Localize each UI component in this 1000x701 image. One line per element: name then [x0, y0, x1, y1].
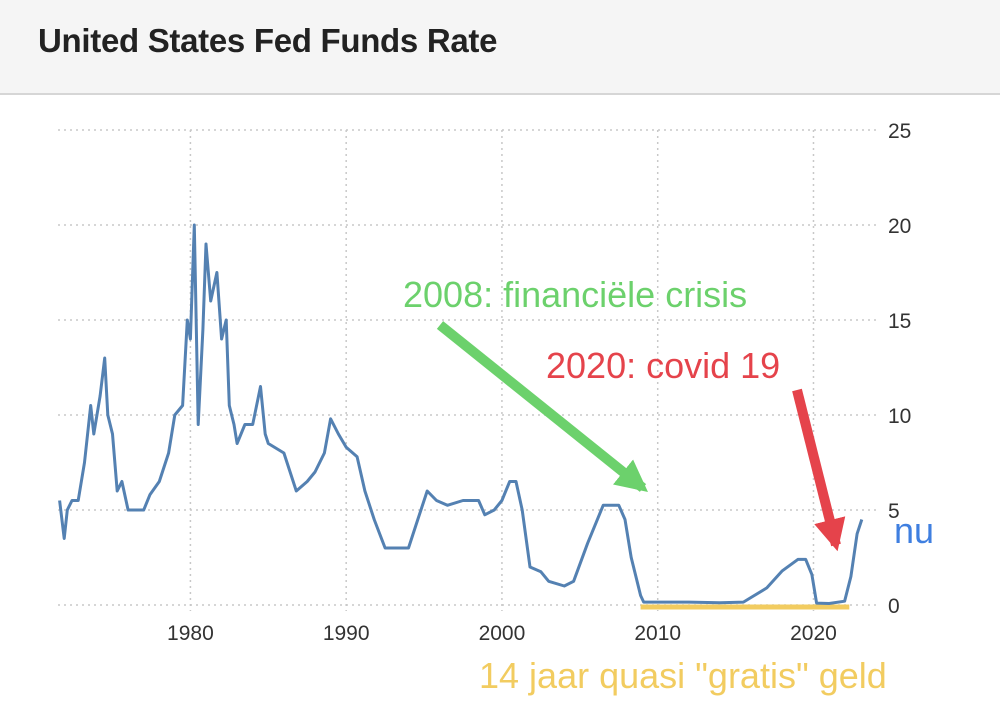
crisis-annotation: 2008: financiële crisis	[403, 274, 747, 315]
series-line-fed-funds-rate	[58, 223, 864, 605]
y-tick-label: 20	[888, 215, 911, 238]
y-axis-ticks: 0 5 10 15 20 25	[888, 120, 911, 618]
x-tick-label: 2020	[790, 622, 837, 645]
free-money-annotation: 14 jaar quasi "gratis" geld	[479, 655, 887, 696]
x-tick-label: 1990	[323, 622, 370, 645]
x-tick-label: 2010	[634, 622, 681, 645]
chart-title: United States Fed Funds Rate	[38, 22, 498, 59]
crisis-arrow	[436, 321, 648, 493]
covid-arrow	[792, 388, 846, 552]
x-tick-label: 1980	[167, 622, 214, 645]
y-tick-label: 0	[888, 595, 900, 618]
y-tick-label: 10	[888, 405, 911, 428]
x-tick-label: 2000	[479, 622, 526, 645]
x-axis-ticks: 1980 1990 2000 2010 2020	[167, 622, 837, 645]
y-tick-label: 5	[888, 500, 900, 523]
chart-header: United States Fed Funds Rate	[0, 0, 1000, 95]
y-tick-label: 25	[888, 120, 911, 143]
y-tick-label: 15	[888, 310, 911, 333]
covid-annotation: 2020: covid 19	[546, 345, 780, 386]
now-annotation: nu	[894, 510, 934, 551]
